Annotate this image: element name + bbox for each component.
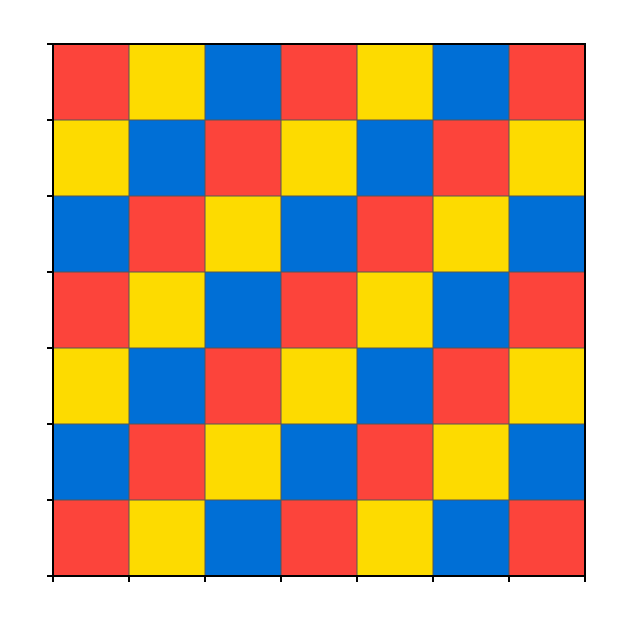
cell-r4-c6 [508, 347, 586, 425]
cell-r3-c4 [356, 271, 434, 349]
cell-r2-c3 [280, 195, 358, 273]
ticks-layer [47, 43, 586, 582]
cell-r3-c6 [508, 271, 586, 349]
cell-r0-c6 [508, 43, 586, 121]
cell-r6-c3 [280, 499, 358, 577]
cell-r1-c3 [280, 119, 358, 197]
cell-r5-c5 [432, 423, 510, 501]
cell-r2-c2 [204, 195, 282, 273]
cell-r0-c2 [204, 43, 282, 121]
cell-r1-c1 [128, 119, 206, 197]
cell-r5-c6 [508, 423, 586, 501]
cell-r3-c0 [52, 271, 130, 349]
cell-r2-c6 [508, 195, 586, 273]
cell-r6-c1 [128, 499, 206, 577]
cell-r5-c0 [52, 423, 130, 501]
cell-r5-c4 [356, 423, 434, 501]
cell-r5-c1 [128, 423, 206, 501]
cell-r4-c0 [52, 347, 130, 425]
cell-r4-c3 [280, 347, 358, 425]
cell-r2-c1 [128, 195, 206, 273]
cell-r3-c5 [432, 271, 510, 349]
cell-r6-c2 [204, 499, 282, 577]
cell-r1-c0 [52, 119, 130, 197]
cell-r1-c2 [204, 119, 282, 197]
cell-r6-c4 [356, 499, 434, 577]
cell-r2-c4 [356, 195, 434, 273]
cell-r6-c5 [432, 499, 510, 577]
cell-r1-c4 [356, 119, 434, 197]
cell-r4-c4 [356, 347, 434, 425]
cell-r5-c2 [204, 423, 282, 501]
cell-r3-c2 [204, 271, 282, 349]
cell-r2-c5 [432, 195, 510, 273]
cell-r3-c1 [128, 271, 206, 349]
cell-r1-c5 [432, 119, 510, 197]
cell-r0-c1 [128, 43, 206, 121]
cell-r3-c3 [280, 271, 358, 349]
cells-layer [52, 43, 586, 577]
cell-r0-c0 [52, 43, 130, 121]
cell-r0-c5 [432, 43, 510, 121]
axes-layer [52, 43, 586, 577]
cell-r5-c3 [280, 423, 358, 501]
cell-r0-c4 [356, 43, 434, 121]
cell-r2-c0 [52, 195, 130, 273]
axes-frame [52, 43, 586, 577]
cell-r6-c6 [508, 499, 586, 577]
cell-r4-c5 [432, 347, 510, 425]
cell-r4-c1 [128, 347, 206, 425]
cell-r6-c0 [52, 499, 130, 577]
cell-r0-c3 [280, 43, 358, 121]
cell-r4-c2 [204, 347, 282, 425]
cell-r1-c6 [508, 119, 586, 197]
